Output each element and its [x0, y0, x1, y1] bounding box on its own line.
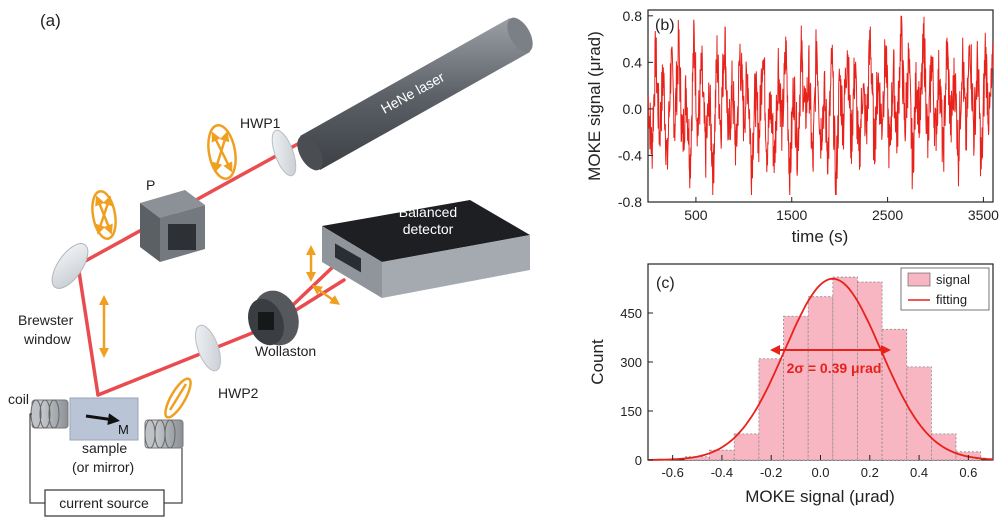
y-tick-label: 0: [635, 453, 642, 468]
series-line: [647, 15, 994, 196]
current-source-label: current source: [59, 495, 149, 511]
x-tick-label: 0.4: [910, 465, 928, 480]
detector-label-1: Balanced: [399, 204, 457, 220]
x-tick-label: 2500: [872, 207, 903, 223]
time-trace-chart: 500 1500 2500 3500 -0.8 -0.4 0.0 0.4 0.8 (b) ti…: [585, 8, 999, 246]
hene-laser: HeNe laser: [297, 17, 533, 171]
x-axis-label: time (s): [792, 227, 849, 246]
legend-swatch-signal: [907, 272, 931, 287]
x-tick-label: -0.2: [760, 465, 782, 480]
y-tick-label: 300: [620, 355, 642, 370]
wollaston-prism: Wollaston: [248, 290, 316, 359]
panel-b-label: (b): [655, 17, 675, 34]
polarizer-cube: P: [140, 177, 205, 262]
polarization-indicator-5: [311, 285, 341, 305]
polarization-indicator-1: [207, 124, 237, 180]
histogram-bar: [733, 433, 760, 461]
magnetization-label: M: [118, 422, 129, 437]
y-axis-ticks: 0 150 300 450: [620, 306, 653, 468]
x-axis-ticks: -0.6 -0.4 -0.2 0.0 0.2 0.4 0.6: [661, 455, 977, 480]
x-tick-label: 500: [684, 207, 708, 223]
wollaston-label: Wollaston: [255, 343, 316, 359]
brewster-label-1: Brewster: [18, 312, 74, 328]
current-source: current source: [44, 489, 165, 517]
x-axis-label: MOKE signal (μrad): [745, 487, 895, 506]
x-tick-label: 1500: [776, 207, 807, 223]
y-tick-label: -0.4: [618, 147, 642, 163]
legend: signal fitting: [900, 267, 990, 311]
y-axis-label: MOKE signal (μrad): [585, 31, 604, 181]
y-axis-label: Count: [588, 339, 607, 385]
setup-diagram: (a) HeNe laser HWP1: [8, 11, 533, 517]
sample-label-1: sample: [82, 440, 127, 456]
hwp1-plate: HWP1: [240, 115, 297, 177]
legend-label-signal: signal: [936, 272, 970, 287]
hwp1-label: HWP1: [240, 115, 281, 131]
x-tick-label: -0.4: [711, 465, 733, 480]
x-tick-label: -0.6: [661, 465, 683, 480]
gaussian-fit: [648, 277, 994, 461]
panel-a-label: (a): [40, 11, 61, 30]
x-tick-label: 0.6: [959, 465, 977, 480]
y-tick-label: 450: [620, 306, 642, 321]
x-tick-label: 0.2: [861, 465, 879, 480]
histogram-bar: [881, 328, 908, 461]
y-tick-label: 0.4: [623, 54, 643, 70]
x-tick-label: 0.0: [811, 465, 829, 480]
histogram-chart: -0.6 -0.4 -0.2 0.0 0.2 0.4 0.6 0 150 300 450 2σ =…: [588, 263, 994, 506]
series-line-group: [647, 15, 994, 196]
hwp2-plate: HWP2: [195, 324, 259, 401]
y-tick-label: 0.0: [623, 101, 643, 117]
current-source-wiring: [29, 413, 183, 504]
y-tick-label: 0.8: [623, 8, 643, 24]
y-axis-ticks: -0.8 -0.4 0.0 0.4 0.8: [618, 8, 653, 210]
y-tick-label: 150: [620, 404, 642, 419]
x-axis-ticks: 500 1500 2500 3500: [684, 197, 999, 223]
balanced-detector: Balanced detector: [322, 200, 530, 298]
panel-c-label: (c): [656, 275, 675, 292]
detector-label-2: detector: [403, 221, 454, 237]
polarization-indicator-6: [164, 377, 192, 419]
histogram-bar: [758, 358, 784, 461]
brewster-window: Brewster window: [18, 243, 89, 347]
polarization-indicator-2: [91, 190, 117, 240]
polarizer-label: P: [146, 177, 155, 193]
magnetization-arrow: [85, 413, 120, 426]
coil-left: coil: [8, 391, 69, 429]
hwp2-label: HWP2: [218, 385, 259, 401]
histogram-bar: [807, 296, 834, 461]
brewster-label-2: window: [23, 331, 72, 347]
legend-label-fitting: fitting: [936, 292, 967, 307]
y-tick-label: -0.8: [618, 194, 642, 210]
histogram-bar: [906, 366, 932, 461]
fit-curve: [648, 277, 994, 461]
coil-right: [144, 419, 184, 449]
x-tick-label: 3500: [968, 207, 999, 223]
histogram-bar: [783, 315, 809, 461]
sample: M sample (or mirror): [69, 397, 139, 475]
coil-label: coil: [8, 391, 29, 407]
fwhm-annotation: 2σ = 0.39 μrad: [787, 360, 882, 376]
histogram-bar: [832, 276, 858, 461]
sample-label-2: (or mirror): [72, 459, 134, 475]
